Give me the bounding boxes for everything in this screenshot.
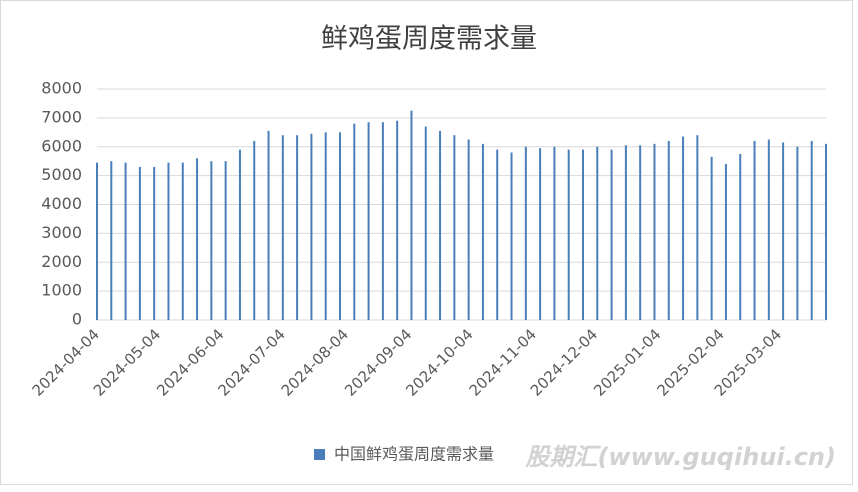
bar — [453, 135, 456, 320]
y-tick-label: 1000 — [41, 281, 82, 300]
bar — [381, 122, 384, 320]
bar — [553, 146, 556, 320]
bar — [767, 139, 770, 320]
bar — [510, 152, 513, 320]
chart-title: 鲜鸡蛋周度需求量 — [321, 24, 537, 55]
bar — [624, 145, 627, 320]
y-tick-label: 8000 — [41, 79, 82, 98]
bar — [596, 146, 599, 320]
bar — [524, 146, 527, 320]
bar — [396, 120, 399, 320]
bar — [610, 149, 613, 320]
bar — [353, 123, 356, 321]
bar — [96, 162, 98, 320]
bar — [653, 143, 656, 320]
y-tick-label: 4000 — [41, 194, 82, 213]
bar — [782, 142, 785, 320]
bar — [667, 140, 670, 320]
y-tick-label: 0 — [72, 310, 82, 329]
y-tick-label: 7000 — [41, 107, 82, 126]
bar — [639, 145, 642, 320]
bar — [424, 126, 427, 320]
bar — [439, 130, 442, 320]
y-tick-label: 3000 — [41, 223, 82, 242]
bar — [210, 161, 213, 320]
legend-label: 中国鲜鸡蛋周度需求量 — [334, 445, 494, 464]
bar — [310, 133, 313, 320]
bar — [467, 139, 470, 320]
bar — [539, 148, 542, 320]
bar — [696, 135, 699, 320]
bar — [753, 140, 756, 320]
bar — [296, 135, 299, 320]
bar — [110, 161, 113, 320]
bar — [196, 158, 199, 320]
bar — [810, 140, 813, 320]
bar — [339, 132, 341, 320]
bar — [739, 153, 742, 320]
bar — [496, 149, 499, 320]
bar — [481, 143, 484, 320]
watermark: 股期汇(www.guqihui.cn) — [524, 443, 836, 471]
bar — [181, 162, 184, 320]
bar — [138, 166, 141, 320]
bar — [796, 146, 799, 320]
y-tick-label: 2000 — [41, 252, 82, 271]
bar — [238, 149, 241, 320]
bar — [825, 143, 827, 320]
bar — [367, 122, 370, 320]
bar — [567, 149, 570, 320]
y-tick-label: 6000 — [41, 136, 82, 155]
bar — [324, 132, 327, 320]
bar — [710, 156, 713, 320]
y-tick-label: 5000 — [41, 165, 82, 184]
bar — [682, 136, 685, 320]
bar — [124, 162, 127, 320]
bar — [724, 164, 727, 320]
bar — [267, 130, 270, 320]
bar — [253, 140, 256, 320]
bar — [410, 110, 413, 320]
bar — [281, 135, 284, 320]
bar — [153, 166, 156, 320]
bar — [224, 161, 227, 320]
bar — [582, 149, 584, 320]
bar — [167, 162, 170, 320]
legend-swatch — [314, 449, 325, 460]
